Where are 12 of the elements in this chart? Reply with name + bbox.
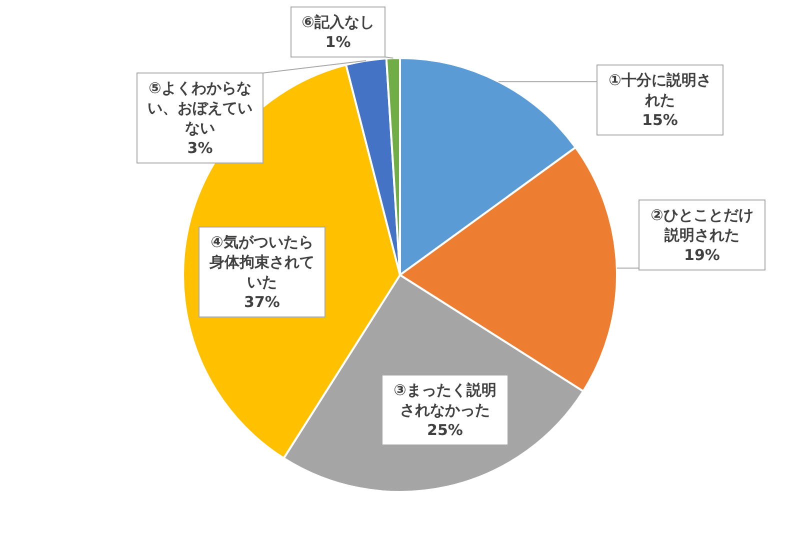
- slice-label: ⑤よくわからない、おぼえていない: [148, 79, 252, 137]
- data-label: 15%: [642, 111, 678, 129]
- data-label: 1%: [325, 33, 351, 51]
- slice-label: ①十分に説明された: [608, 71, 712, 109]
- slice-label: ③まったく説明されなかった: [394, 381, 496, 419]
- data-label: 19%: [684, 246, 720, 264]
- data-label: 3%: [187, 139, 213, 157]
- data-label: 37%: [244, 293, 280, 311]
- slice-label: ②ひとことだけ説明された: [650, 206, 754, 244]
- slice-label: ④気がついたら身体拘束されていた: [208, 233, 314, 291]
- data-label: 25%: [427, 421, 463, 439]
- slice-label: ⑥記入なし: [302, 13, 374, 31]
